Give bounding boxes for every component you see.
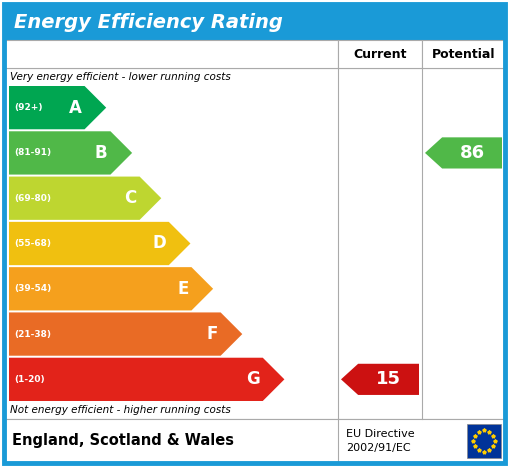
Bar xyxy=(4,4,505,40)
Bar xyxy=(338,40,422,68)
Polygon shape xyxy=(9,312,242,356)
Bar xyxy=(4,40,338,68)
Bar xyxy=(4,419,505,463)
Polygon shape xyxy=(9,358,285,401)
Text: (69-80): (69-80) xyxy=(14,194,51,203)
Text: 15: 15 xyxy=(376,370,401,389)
Bar xyxy=(4,68,505,419)
Polygon shape xyxy=(9,177,161,220)
Text: (81-91): (81-91) xyxy=(14,149,51,157)
Text: Very energy efficient - lower running costs: Very energy efficient - lower running co… xyxy=(10,72,231,82)
Polygon shape xyxy=(425,137,502,169)
Polygon shape xyxy=(341,364,419,395)
Text: Not energy efficient - higher running costs: Not energy efficient - higher running co… xyxy=(10,405,231,415)
Polygon shape xyxy=(9,267,213,311)
Text: (39-54): (39-54) xyxy=(14,284,51,293)
Polygon shape xyxy=(9,222,190,265)
Text: 2002/91/EC: 2002/91/EC xyxy=(346,443,411,453)
Text: England, Scotland & Wales: England, Scotland & Wales xyxy=(12,433,234,448)
Text: (55-68): (55-68) xyxy=(14,239,51,248)
Text: (21-38): (21-38) xyxy=(14,330,51,339)
Text: Current: Current xyxy=(353,48,407,61)
Polygon shape xyxy=(9,86,106,129)
Text: E: E xyxy=(177,280,188,298)
Text: A: A xyxy=(69,99,81,117)
Bar xyxy=(422,40,505,68)
Polygon shape xyxy=(9,131,132,175)
Text: B: B xyxy=(95,144,107,162)
Text: Potential: Potential xyxy=(432,48,495,61)
Text: 86: 86 xyxy=(460,144,485,162)
Text: F: F xyxy=(206,325,218,343)
Text: G: G xyxy=(246,370,260,389)
Text: D: D xyxy=(152,234,166,253)
Text: (92+): (92+) xyxy=(14,103,42,112)
Bar xyxy=(467,424,501,458)
Text: EU Directive: EU Directive xyxy=(346,429,415,439)
Text: C: C xyxy=(124,189,136,207)
Text: (1-20): (1-20) xyxy=(14,375,45,384)
Text: Energy Efficiency Rating: Energy Efficiency Rating xyxy=(14,13,283,31)
